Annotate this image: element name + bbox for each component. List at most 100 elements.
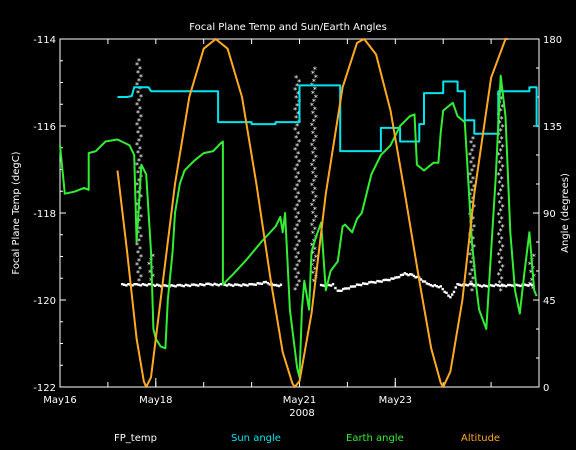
fp-temp-spike-point: * bbox=[313, 245, 317, 254]
fp-temp-spike-point: * bbox=[314, 173, 318, 182]
fp-temp-spike-point: * bbox=[296, 150, 300, 159]
fp-temp-spike-point: * bbox=[310, 141, 314, 150]
fp-temp-spike-point: * bbox=[469, 279, 473, 288]
fp-temp-spike-point: * bbox=[470, 267, 474, 276]
fp-temp-point bbox=[211, 283, 214, 287]
fp-temp-spike-point: * bbox=[310, 221, 314, 230]
fp-temp-spike-point: * bbox=[313, 105, 317, 114]
fp-temp-spike-point: * bbox=[294, 94, 298, 103]
fp-temp-point bbox=[160, 285, 163, 288]
fp-temp-point bbox=[394, 276, 397, 279]
right-tick-label: 90 bbox=[543, 209, 556, 220]
fp-temp-point bbox=[500, 283, 504, 286]
fp-temp-point bbox=[170, 284, 173, 287]
fp-temp-point bbox=[476, 283, 480, 287]
fp-temp-spike-point: * bbox=[499, 247, 503, 256]
fp-temp-spike-point: * bbox=[468, 271, 472, 280]
fp-temp-point bbox=[209, 283, 212, 286]
fp-temp-point bbox=[197, 284, 200, 287]
fp-temp-point bbox=[380, 280, 383, 283]
fp-temp-point bbox=[123, 283, 126, 286]
fp-temp-spike-point: * bbox=[313, 225, 317, 234]
fp-temp-spike-point: * bbox=[139, 233, 143, 242]
fp-temp-spike-point: * bbox=[472, 163, 476, 172]
fp-temp-spike-point: * bbox=[498, 219, 502, 228]
fp-temp-spike-point: * bbox=[528, 281, 532, 290]
fp-temp-spike-point: * bbox=[313, 125, 317, 134]
fp-temp-point bbox=[153, 284, 157, 287]
fp-temp-point bbox=[178, 283, 181, 287]
fp-temp-point bbox=[388, 278, 391, 282]
fp-temp-point bbox=[345, 287, 349, 290]
fp-temp-point bbox=[392, 277, 395, 280]
fp-temp-spike-point: * bbox=[469, 139, 473, 148]
fp-temp-point bbox=[233, 283, 237, 286]
fp-temp-point bbox=[372, 281, 375, 284]
chart-title: Focal Plane Temp and Sun/Earth Angles bbox=[189, 22, 387, 33]
fp-temp-point bbox=[145, 284, 149, 287]
fp-temp-spike-point: * bbox=[498, 119, 502, 128]
fp-temp-point bbox=[515, 283, 518, 287]
fp-temp-spike-point: * bbox=[136, 269, 140, 278]
fp-temp-spike-point: * bbox=[312, 77, 316, 86]
fp-temp-point bbox=[213, 282, 216, 286]
fp-temp-point bbox=[176, 283, 179, 287]
fp-temp-spike-point: * bbox=[293, 106, 297, 115]
fp-temp-spike-point: * bbox=[498, 239, 502, 248]
fp-temp-spike-point: * bbox=[532, 253, 536, 262]
fp-temp-spike-point: * bbox=[498, 199, 502, 208]
fp-temp-point bbox=[450, 293, 454, 296]
fp-temp-spike-point: * bbox=[151, 253, 155, 262]
fp-temp-spike-point: * bbox=[135, 181, 139, 190]
fp-temp-point bbox=[403, 272, 407, 275]
fp-temp-point bbox=[147, 282, 151, 286]
fp-temp-spike-point: * bbox=[471, 155, 475, 164]
fp-temp-spike-point: * bbox=[313, 165, 317, 174]
fp-temp-spike-point: * bbox=[314, 73, 318, 82]
fp-temp-point bbox=[431, 284, 435, 288]
fp-temp-spike-point: * bbox=[311, 249, 315, 258]
fp-temp-point bbox=[529, 283, 532, 286]
x-tick-label: May23 bbox=[379, 395, 412, 406]
fp-temp-spike-point: * bbox=[295, 142, 299, 151]
fp-temp-spike-point: * bbox=[136, 89, 140, 98]
fp-temp-spike-point: * bbox=[139, 133, 143, 142]
fp-temp-spike-point: * bbox=[498, 139, 502, 148]
fp-temp-spike-point: * bbox=[311, 129, 315, 138]
right-tick-label: 180 bbox=[543, 35, 562, 46]
fp-temp-point bbox=[164, 284, 167, 287]
fp-temp-spike-point: * bbox=[297, 238, 301, 247]
fp-temp-point bbox=[201, 283, 204, 286]
fp-temp-point bbox=[225, 284, 229, 287]
fp-temp-point bbox=[248, 283, 251, 286]
fp-temp-spike-point: * bbox=[468, 251, 472, 260]
fp-temp-spike-point: * bbox=[497, 191, 501, 200]
fp-temp-point bbox=[266, 282, 270, 285]
fp-temp-spike-point: * bbox=[500, 215, 504, 224]
fp-temp-point bbox=[158, 284, 161, 287]
fp-temp-point bbox=[441, 287, 444, 291]
fp-temp-point bbox=[517, 284, 520, 287]
fp-temp-point bbox=[207, 282, 210, 285]
fp-temp-point bbox=[260, 282, 264, 286]
fp-temp-spike-point: * bbox=[135, 121, 139, 130]
fp-temp-spike-point: * bbox=[137, 137, 141, 146]
fp-temp-spike-point: * bbox=[139, 193, 143, 202]
fp-temp-spike-point: * bbox=[135, 101, 139, 110]
fp-temp-spike-point: * bbox=[138, 65, 142, 74]
fp-temp-point bbox=[205, 282, 208, 286]
fp-temp-spike-point: * bbox=[468, 171, 472, 180]
fp-temp-point bbox=[496, 284, 500, 287]
fp-temp-spike-point: * bbox=[310, 181, 314, 190]
fp-temp-spike-point: * bbox=[136, 129, 140, 138]
fp-temp-point bbox=[277, 284, 281, 288]
fp-temp-spike-point: * bbox=[501, 163, 505, 172]
fp-temp-spike-point: * bbox=[497, 251, 501, 260]
fp-temp-spike-point: * bbox=[471, 235, 475, 244]
fp-temp-spike-point: * bbox=[294, 194, 298, 203]
fp-temp-spike-point: * bbox=[137, 217, 141, 226]
fp-temp-point bbox=[203, 283, 206, 287]
altitude-line bbox=[116, 38, 508, 388]
fp-temp-point bbox=[262, 281, 266, 284]
fp-temp-point bbox=[374, 281, 377, 284]
